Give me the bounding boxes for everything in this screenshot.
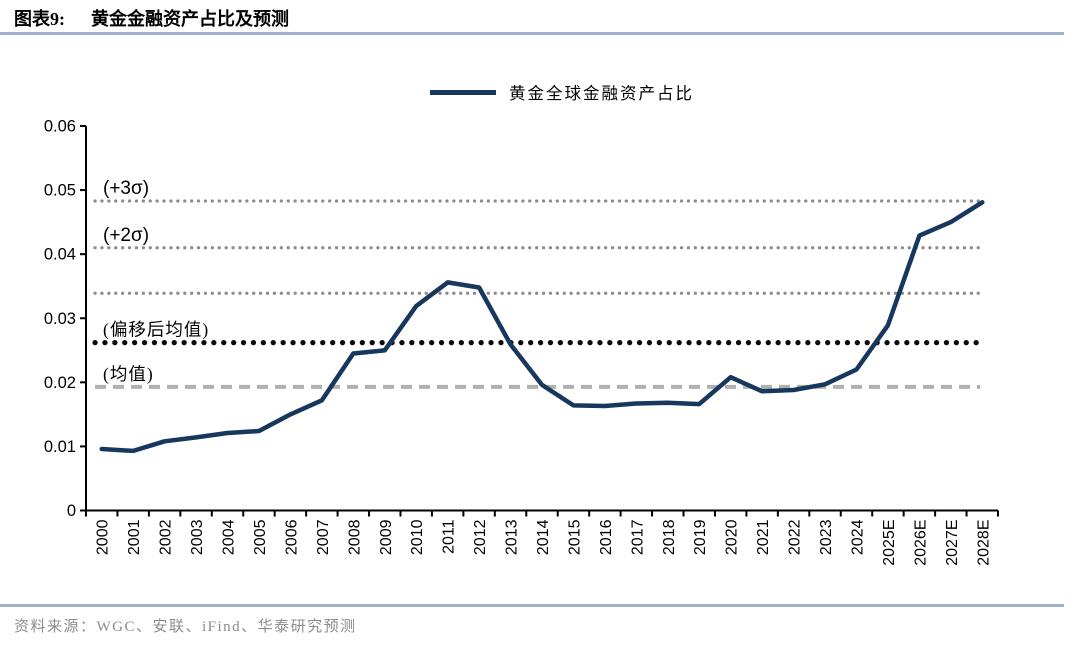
x-tick-label: 2008: [346, 519, 363, 555]
x-tick-label: 2013: [504, 519, 521, 555]
x-tick-label: 2002: [158, 519, 175, 555]
x-tick-label: 2004: [221, 519, 238, 555]
series-line: [99, 200, 985, 454]
y-tick-label: 0.01: [44, 438, 76, 456]
y-tick-label: 0.04: [44, 246, 76, 264]
y-tick-label: 0.06: [44, 118, 76, 136]
x-tick-label: 2015: [566, 519, 583, 555]
x-tick-label: 2022: [787, 519, 804, 555]
x-tick-label: 2011: [441, 519, 458, 554]
x-tick-label: 2012: [472, 519, 489, 555]
x-tick-label: 2027E: [944, 520, 961, 566]
x-tick-label: 2014: [535, 519, 552, 555]
source-divider: [0, 604, 1064, 607]
x-tick-label: 2018: [661, 519, 678, 555]
x-tick-label: 2009: [378, 519, 395, 555]
figure-header: 图表9: 黄金金融资产占比及预测: [14, 5, 289, 31]
figure-title: 黄金金融资产占比及预测: [91, 9, 289, 29]
x-tick-label: 2010: [409, 519, 426, 555]
x-tick-label: 2005: [252, 519, 269, 555]
x-tick-label: 2001: [126, 519, 143, 555]
x-tick-label: 2025E: [881, 520, 898, 566]
chart-legend: 黄金全球金融资产占比: [22, 80, 1080, 104]
x-tick-label: 2017: [629, 519, 646, 555]
reference-line-label-1: (+2σ): [103, 225, 149, 246]
reference-line-label-0: (+3σ): [103, 178, 149, 199]
legend-line-swatch: [430, 89, 496, 95]
reference-line-label-3: (偏移后均值): [103, 320, 209, 340]
y-tick-label: 0.05: [44, 182, 76, 200]
y-tick-label: 0.03: [44, 310, 76, 328]
x-tick-label: 2006: [283, 519, 300, 555]
source-text: 资料来源：WGC、安联、iFind、华泰研究预测: [14, 619, 357, 635]
x-tick-label: 2019: [692, 519, 709, 555]
x-tick-label: 2000: [95, 519, 112, 555]
x-tick-label: 2026E: [912, 520, 929, 566]
legend-label: 黄金全球金融资产占比: [509, 84, 694, 103]
x-tick-label: 2003: [189, 519, 206, 555]
figure-number: 图表9:: [14, 9, 65, 29]
y-tick-label: 0.02: [44, 374, 76, 392]
x-tick-label: 2007: [315, 519, 332, 555]
y-tick-label: 0: [67, 502, 76, 520]
x-tick-label: 2023: [818, 519, 835, 555]
reference-line-label-4: (均值): [103, 364, 154, 384]
x-tick-label: 2020: [724, 519, 741, 555]
x-tick-label: 2016: [598, 519, 615, 555]
x-tick-label: 2021: [755, 519, 772, 555]
title-divider: [0, 32, 1064, 35]
axis-lines: [85, 126, 998, 512]
x-tick-label: 2024: [849, 519, 866, 555]
x-tick-label: 2028E: [975, 520, 992, 566]
